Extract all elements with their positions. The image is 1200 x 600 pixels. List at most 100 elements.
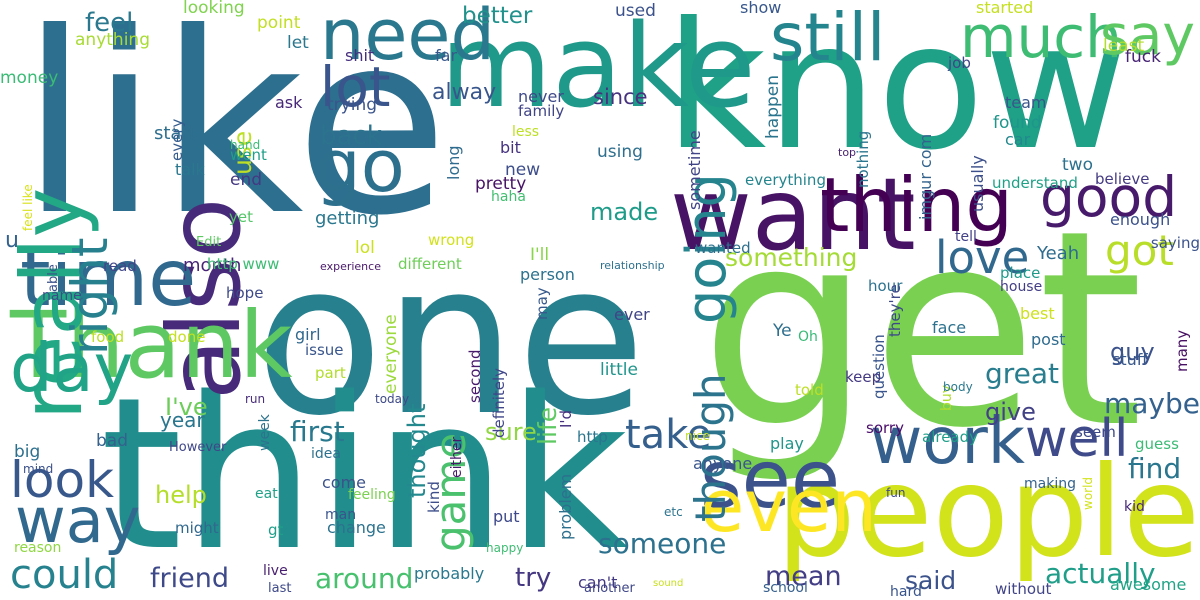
word-may: may xyxy=(533,287,551,320)
word-big: big xyxy=(14,442,41,462)
word-happy: happy xyxy=(486,541,524,555)
word-start: start xyxy=(154,123,196,144)
word-people: people xyxy=(776,440,1200,585)
word-still: still xyxy=(770,0,886,76)
word-name: name xyxy=(42,288,82,304)
word-second: second xyxy=(466,349,484,404)
word-mind: mind xyxy=(23,462,54,476)
word-many: many xyxy=(1173,329,1191,372)
word-thank: Thank xyxy=(10,292,293,399)
word-school: school xyxy=(763,580,808,596)
word-house: house xyxy=(1000,279,1043,295)
word-better: better xyxy=(462,3,533,29)
word-think: think xyxy=(100,352,629,597)
word-little: little xyxy=(600,360,638,380)
word-told: told xyxy=(795,381,824,399)
word-already: already xyxy=(922,428,979,446)
word-run: run xyxy=(245,392,266,406)
word-car: car xyxy=(1005,130,1031,149)
word-need: need xyxy=(320,0,495,76)
word-could: could xyxy=(10,552,119,598)
word-guy: guy xyxy=(1110,338,1155,366)
word-help: help xyxy=(155,481,207,509)
word-best: best xyxy=(1020,304,1055,323)
word-imgur-com: imgur com xyxy=(916,133,935,220)
word-alway: alway xyxy=(432,80,497,105)
word-long: long xyxy=(444,145,463,180)
word-found: found xyxy=(993,113,1042,133)
word-want: want xyxy=(670,156,916,273)
word-usually: usually xyxy=(968,155,987,212)
word-like: like xyxy=(20,0,449,270)
word-stuff: stuff xyxy=(1112,350,1148,369)
word-used: used xyxy=(615,1,656,21)
word-said: said xyxy=(905,566,957,595)
word-today: today xyxy=(375,392,410,406)
word-mean: mean xyxy=(765,561,842,592)
word-see: see xyxy=(700,433,841,526)
word-new: new xyxy=(505,160,541,180)
word-enough: enough xyxy=(1110,210,1171,229)
word-way: way xyxy=(15,484,141,557)
word-team: team xyxy=(1005,93,1047,112)
word-let: let xyxy=(287,33,309,53)
word-idea: idea xyxy=(311,446,341,462)
word-believe: believe xyxy=(1095,170,1150,188)
word-i-d: I'd xyxy=(557,409,575,428)
word-feel: feel xyxy=(85,8,134,38)
word-relationship: relationship xyxy=(600,259,665,272)
word-i-ll: I'll xyxy=(530,245,550,265)
word-take: take xyxy=(625,412,712,458)
word-went: went xyxy=(230,146,267,164)
word-haha: haha xyxy=(491,189,526,205)
word-face: face xyxy=(932,318,967,337)
word-nothing: nothing xyxy=(854,130,872,188)
word-lot: lot xyxy=(320,55,391,119)
word-go: go xyxy=(315,124,405,208)
word-kid: kid xyxy=(1124,499,1145,515)
word-tell: tell xyxy=(955,229,977,245)
word-they-re: they're xyxy=(886,284,904,337)
word-fuck: fuck xyxy=(1125,47,1161,67)
word-i-ve: I've xyxy=(165,393,208,421)
word-back: back xyxy=(320,121,382,151)
word-everything: everything xyxy=(745,171,826,189)
word-say: say xyxy=(1100,3,1195,67)
word-anyone: anyone xyxy=(693,454,753,473)
word-man: man xyxy=(325,507,357,523)
word-eat: eat xyxy=(255,486,278,502)
word-two: two xyxy=(1062,155,1093,175)
word-find: find xyxy=(1128,452,1182,485)
word-without: without xyxy=(995,580,1052,598)
word-time: time xyxy=(20,234,197,324)
word-play: play xyxy=(770,434,804,453)
word-thing: thing xyxy=(820,161,1013,249)
word-happen: happen xyxy=(763,74,783,139)
word-feel-like: feel like xyxy=(21,184,35,231)
word-ask: ask xyxy=(275,93,303,112)
word-end: end xyxy=(230,170,263,190)
word-seem: seem xyxy=(1075,423,1116,441)
word-person: person xyxy=(520,265,575,284)
word-can-t: can't xyxy=(578,573,618,592)
word-look: look xyxy=(10,451,115,509)
word-problem: problem xyxy=(556,473,575,540)
word-gt: gt xyxy=(268,521,284,539)
word-great: great xyxy=(985,357,1060,390)
word-maybe: maybe xyxy=(1103,387,1200,420)
word-awesome: awesome xyxy=(1110,575,1187,594)
word-never: never xyxy=(518,87,564,106)
word-trying: trying xyxy=(327,95,378,115)
word-yet: yet xyxy=(229,208,253,226)
word-lol: lol xyxy=(355,238,375,258)
word-money: money xyxy=(0,68,59,88)
word-give: give xyxy=(985,398,1036,426)
word-ye: Ye xyxy=(773,321,792,341)
word-sound: sound xyxy=(653,578,684,589)
word-every: every xyxy=(168,118,186,161)
word-edit: Edit xyxy=(196,235,222,250)
word-around: around xyxy=(315,562,414,595)
word-one: one xyxy=(255,217,646,462)
word-either: either xyxy=(449,436,465,478)
